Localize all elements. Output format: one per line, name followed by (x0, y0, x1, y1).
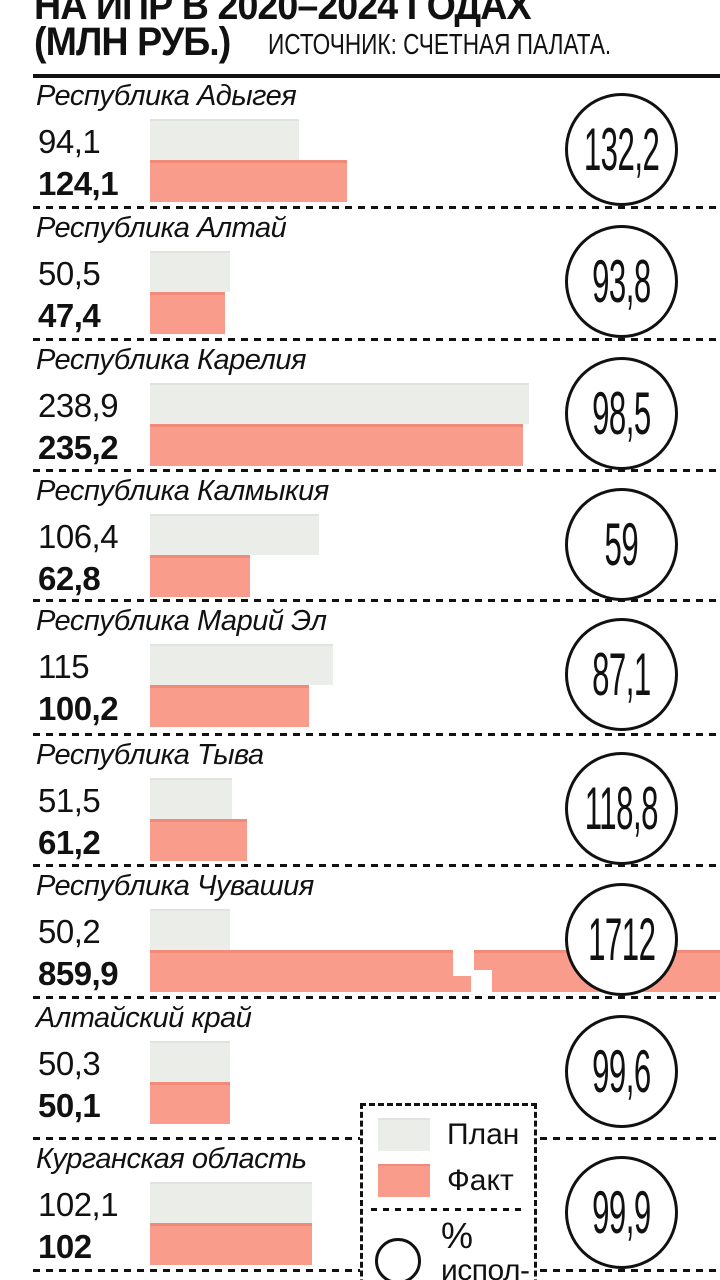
region-name: Республика Чувашия (36, 870, 314, 903)
fact-value-label: 61,2 (38, 824, 100, 862)
region-name: Алтайский край (36, 1002, 251, 1035)
fact-value-label: 47,4 (38, 297, 100, 335)
fact-value-label: 859,9 (38, 955, 118, 993)
percent-circle: 99,9 (565, 1156, 678, 1269)
region-name: Республика Марий Эл (36, 605, 326, 638)
fact-bar (150, 685, 309, 727)
percent-value: 99,9 (592, 1178, 651, 1247)
region-section: Республика Алтай 50,5 47,4 93,8 (0, 209, 720, 341)
percent-circle: 59 (565, 488, 678, 601)
legend-percent-sign: % (441, 1218, 530, 1254)
legend-percent-label: % испол- (441, 1218, 530, 1280)
plan-bar (150, 778, 232, 819)
plan-value-label: 115 (38, 648, 89, 686)
percent-circle: 98,5 (565, 357, 678, 470)
region-name: Республика Адыгея (36, 80, 296, 113)
plan-bar (150, 644, 333, 685)
legend-percent-word: испол- (441, 1256, 530, 1280)
plan-value-label: 50,5 (38, 255, 100, 293)
fact-value-label: 235,2 (38, 429, 118, 467)
chart-source: ИСТОЧНИК: СЧЕТНАЯ ПАЛАТА. (268, 29, 611, 62)
fact-value-label: 124,1 (38, 165, 118, 203)
percent-value: 132,2 (584, 115, 659, 184)
plan-value-label: 50,2 (38, 913, 100, 951)
plan-bar (150, 251, 230, 292)
region-name: Республика Карелия (36, 344, 306, 377)
fact-bar (150, 555, 250, 597)
fact-value-label: 50,1 (38, 1087, 100, 1125)
legend-percent-circle-icon (375, 1238, 421, 1280)
legend-fact-swatch (378, 1164, 430, 1197)
region-name: Республика Тыва (36, 739, 264, 772)
percent-circle: 87,1 (565, 618, 678, 731)
plan-bar (150, 383, 529, 424)
region-section: Республика Тыва 51,5 61,2 118,8 (0, 736, 720, 867)
fact-value-label: 102 (38, 1228, 92, 1266)
region-section: Республика Чувашия 50,2 859,9 1712 (0, 867, 720, 999)
fact-bar (150, 1223, 312, 1265)
fact-bar (150, 819, 247, 861)
fact-bar (150, 424, 523, 466)
region-name: Республика Калмыкия (36, 475, 329, 508)
plan-value-label: 102,1 (38, 1186, 118, 1224)
region-section: Республика Калмыкия 106,4 62,8 59 (0, 472, 720, 602)
plan-value-label: 51,5 (38, 782, 100, 820)
legend-fact-label: Факт (447, 1164, 514, 1197)
chart-title-line2: (МЛН РУБ.) (34, 20, 230, 65)
fact-value-label: 100,2 (38, 690, 118, 728)
bar-break-notch-bottom (471, 970, 492, 996)
region-name: Курганская область (36, 1143, 307, 1176)
percent-value: 1712 (588, 905, 655, 974)
percent-value: 93,8 (592, 247, 651, 316)
plan-bar (150, 909, 230, 950)
plan-bar (150, 119, 299, 160)
fact-value-label: 62,8 (38, 560, 100, 598)
fact-bar (150, 1082, 230, 1124)
region-section: Республика Марий Эл 115 100,2 87,1 (0, 602, 720, 736)
percent-circle: 1712 (565, 883, 678, 996)
plan-value-label: 94,1 (38, 123, 100, 161)
region-section: Республика Карелия 238,9 235,2 98,5 (0, 341, 720, 472)
percent-circle: 93,8 (565, 225, 678, 338)
legend-plan-swatch (378, 1118, 430, 1151)
legend-box: План Факт % испол- (360, 1103, 537, 1280)
percent-value: 59 (605, 510, 639, 579)
plan-bar (150, 514, 319, 555)
percent-circle: 132,2 (565, 93, 678, 206)
percent-value: 118,8 (585, 774, 658, 843)
percent-circle: 99,6 (565, 1015, 678, 1128)
plan-bar (150, 1182, 312, 1223)
infographic-page: НА ИПР В 2020–2024 ГОДАХ (МЛН РУБ.) ИСТО… (0, 0, 720, 1280)
percent-value: 99,6 (592, 1037, 651, 1106)
plan-value-label: 50,3 (38, 1045, 100, 1083)
plan-bar (150, 1041, 230, 1082)
plan-value-label: 106,4 (38, 518, 118, 556)
legend-plan-label: План (447, 1118, 519, 1151)
fact-bar (150, 292, 225, 334)
legend-divider (371, 1208, 526, 1211)
percent-value: 98,5 (592, 379, 651, 448)
percent-circle: 118,8 (565, 752, 678, 865)
plan-value-label: 238,9 (38, 387, 118, 425)
region-section: Республика Адыгея 94,1 124,1 132,2 (0, 77, 720, 209)
region-name: Республика Алтай (36, 212, 286, 245)
fact-bar (150, 160, 347, 202)
percent-value: 87,1 (592, 640, 651, 709)
